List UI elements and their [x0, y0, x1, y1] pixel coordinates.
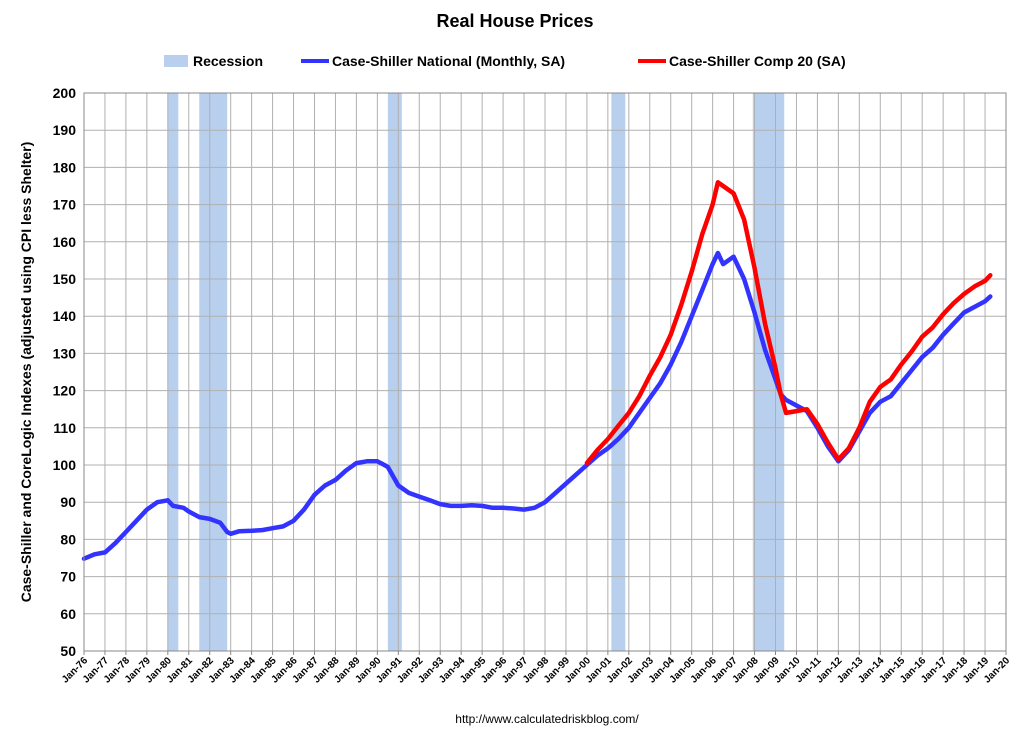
y-tick-label: 130 — [53, 345, 77, 361]
y-tick-label: 170 — [53, 197, 77, 213]
recession-band-4 — [752, 93, 785, 651]
recession-band-0 — [167, 93, 179, 651]
source-url: http://www.calculatedriskblog.com/ — [455, 712, 639, 726]
series-line-comp20 — [584, 180, 993, 466]
legend-recession-swatch — [164, 55, 188, 67]
legend-recession-label: Recession — [193, 53, 263, 69]
y-tick-label: 70 — [60, 569, 76, 585]
legend: Recession Case-Shiller National (Monthly… — [164, 53, 846, 69]
y-tick-label: 110 — [53, 420, 76, 436]
y-axis-label: Case-Shiller and CoreLogic Indexes (adju… — [18, 142, 34, 603]
y-tick-label: 50 — [60, 643, 76, 659]
y-tick-label: 140 — [53, 308, 77, 324]
x-axis-ticks: Jan-76Jan-77Jan-78Jan-79Jan-80Jan-81Jan-… — [60, 651, 1012, 686]
y-tick-label: 90 — [60, 494, 76, 510]
y-tick-label: 80 — [60, 531, 76, 547]
y-tick-label: 180 — [53, 159, 77, 175]
chart-title: Real House Prices — [436, 11, 593, 31]
y-tick-label: 150 — [53, 271, 77, 287]
y-axis-ticks: 50 60 70 80 90 100 110 120 130 140 150 160 170 180 190… — [53, 85, 77, 659]
y-tick-label: 100 — [53, 457, 77, 473]
y-tick-label: 60 — [60, 606, 76, 622]
recession-band-3 — [611, 93, 626, 651]
recession-bands — [167, 93, 785, 651]
recession-band-2 — [387, 93, 402, 651]
legend-comp20-label: Case-Shiller Comp 20 (SA) — [669, 53, 846, 69]
y-tick-label: 200 — [53, 85, 77, 101]
y-tick-label: 120 — [53, 383, 77, 399]
legend-national-label: Case-Shiller National (Monthly, SA) — [332, 53, 565, 69]
gridlines — [83, 93, 1007, 651]
y-tick-label: 190 — [53, 122, 77, 138]
series-lines — [81, 180, 993, 561]
recession-band-1 — [199, 93, 228, 651]
y-tick-label: 160 — [53, 234, 77, 250]
